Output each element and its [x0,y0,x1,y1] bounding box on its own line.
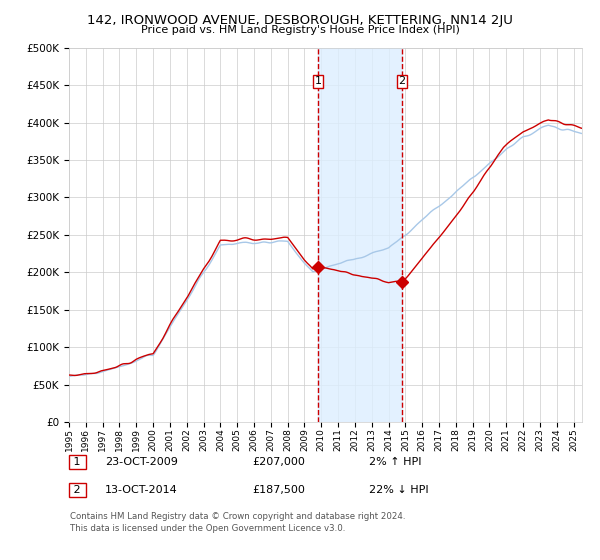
Text: 2% ↑ HPI: 2% ↑ HPI [369,457,421,467]
Text: 142, IRONWOOD AVENUE, DESBOROUGH, KETTERING, NN14 2JU: 142, IRONWOOD AVENUE, DESBOROUGH, KETTER… [87,14,513,27]
Bar [318,48,402,422]
Text: 23-OCT-2009: 23-OCT-2009 [105,457,178,467]
Text: 2: 2 [398,76,406,86]
Text: 2: 2 [70,485,85,495]
Text: £187,500: £187,500 [252,485,305,495]
Text: Price paid vs. HM Land Registry's House Price Index (HPI): Price paid vs. HM Land Registry's House … [140,25,460,35]
Text: 13-OCT-2014: 13-OCT-2014 [105,485,178,495]
Text: 1: 1 [70,457,84,467]
Text: Contains HM Land Registry data © Crown copyright and database right 2024.: Contains HM Land Registry data © Crown c… [70,512,406,521]
Text: This data is licensed under the Open Government Licence v3.0.: This data is licensed under the Open Gov… [70,524,346,533]
Text: £207,000: £207,000 [252,457,305,467]
Text: 1: 1 [314,76,322,86]
Text: 22% ↓ HPI: 22% ↓ HPI [369,485,428,495]
